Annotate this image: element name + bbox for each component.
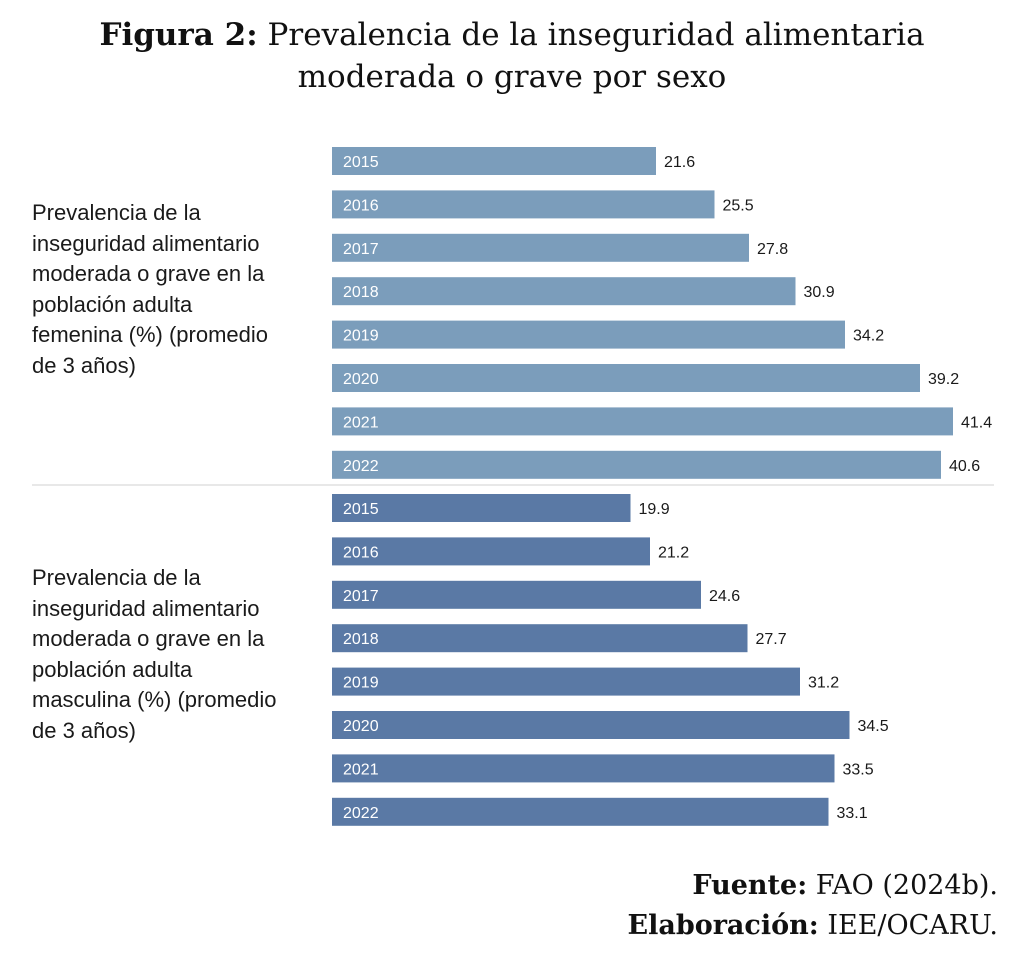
bar-value-label: 27.7 — [756, 631, 787, 648]
bar-male-2022 — [332, 797, 829, 826]
bar-category-label: 2016 — [343, 197, 379, 214]
bar-female-2020 — [332, 364, 920, 392]
bar-category-label: 2021 — [343, 414, 379, 431]
group-label-line: Prevalencia de la — [32, 565, 201, 590]
bar-category-label: 2015 — [343, 154, 379, 171]
group-label-male: Prevalencia de la inseguridad alimentario… — [32, 563, 312, 746]
bar-female-2022 — [332, 450, 941, 479]
bar-category-label: 2021 — [343, 761, 379, 778]
bar-value-label: 31.2 — [808, 675, 839, 692]
bar-female-2015 — [332, 147, 656, 175]
bar-value-label: 40.6 — [949, 458, 980, 475]
source-text: FAO (2024b). — [815, 870, 998, 901]
group-label-line: femenina (%) (promedio — [32, 322, 268, 347]
credit-text: IEE/OCARU. — [827, 910, 998, 941]
bar-value-label: 19.9 — [639, 501, 670, 518]
bar-female-2017 — [332, 233, 749, 262]
group-label-line: población adulta — [32, 291, 193, 317]
bar-category-label: 2022 — [343, 458, 379, 475]
group-label-line: de 3 años) — [32, 352, 136, 378]
credit-label: Elaboración: — [627, 910, 819, 941]
title-line-2: moderada o grave por sexo — [297, 59, 727, 95]
bar-value-label: 34.2 — [853, 328, 884, 345]
bar-female-2018 — [332, 277, 796, 306]
footer: Fuente: FAO (2024b). Elaboración: IEE/OC… — [627, 866, 998, 946]
group-label-line: moderada o grave en la — [32, 626, 265, 651]
bar-value-label: 25.5 — [723, 197, 754, 214]
bar-value-label: 21.2 — [658, 544, 689, 561]
chart-title: Figura 2: Prevalencia de la inseguridad … — [0, 14, 1024, 98]
bar-value-label: 34.5 — [858, 718, 889, 735]
bar-category-label: 2020 — [343, 371, 379, 388]
bar-category-label: 2017 — [343, 588, 379, 605]
source-label: Fuente: — [692, 870, 808, 901]
bar-male-2018 — [332, 624, 748, 653]
group-label-line: inseguridad alimentario — [32, 230, 260, 256]
bar-female-2016 — [332, 190, 715, 219]
bar-value-label: 21.6 — [664, 154, 695, 171]
bar-value-label: 30.9 — [804, 284, 835, 301]
bar-male-2020 — [332, 711, 850, 739]
group-label-line: moderada o grave en la — [32, 261, 265, 286]
bar-category-label: 2020 — [343, 718, 379, 735]
bar-male-2019 — [332, 667, 800, 696]
bar-male-2017 — [332, 580, 701, 609]
bar-female-2019 — [332, 320, 845, 349]
bar-category-label: 2015 — [343, 501, 379, 518]
group-label-line: de 3 años) — [32, 717, 136, 743]
bar-male-2021 — [332, 754, 835, 783]
bar-value-label: 24.6 — [709, 588, 740, 605]
bar-category-label: 2018 — [343, 284, 379, 301]
credit-line: Elaboración: IEE/OCARU. — [627, 906, 998, 946]
bar-category-label: 2019 — [343, 328, 379, 345]
source-line: Fuente: FAO (2024b). — [627, 866, 998, 906]
bar-category-label: 2018 — [343, 631, 379, 648]
bar-category-label: 2017 — [343, 241, 379, 258]
bar-value-label: 33.1 — [837, 805, 868, 822]
bar-value-label: 39.2 — [928, 371, 959, 388]
group-label-line: Prevalencia de la — [32, 200, 201, 225]
title-line-1: Figura 2: Prevalencia de la inseguridad … — [0, 14, 1024, 56]
figure-number: Figura 2: — [99, 17, 258, 53]
group-label-line: población adulta — [32, 656, 193, 682]
bar-category-label: 2016 — [343, 544, 379, 561]
bar-female-2021 — [332, 407, 953, 436]
bar-category-label: 2019 — [343, 675, 379, 692]
group-label-line: masculina (%) (promedio — [32, 687, 277, 712]
bar-category-label: 2022 — [343, 805, 379, 822]
title-text-1: Prevalencia de la inseguridad alimentari… — [267, 17, 925, 53]
bar-value-label: 41.4 — [961, 414, 992, 431]
bar-value-label: 33.5 — [843, 761, 874, 778]
group-label-line: inseguridad alimentario — [32, 595, 260, 621]
bar-value-label: 27.8 — [757, 241, 788, 258]
bar-male-2016 — [332, 537, 650, 566]
group-label-female: Prevalencia de la inseguridad alimentario… — [32, 198, 312, 381]
bar-male-2015 — [332, 494, 631, 522]
